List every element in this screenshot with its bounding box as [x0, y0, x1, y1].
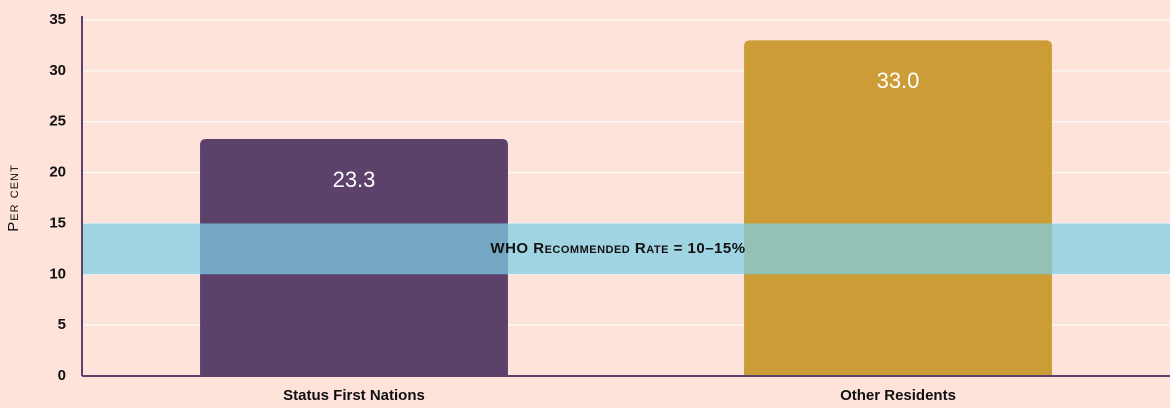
value-label: 33.0 [877, 68, 920, 93]
band-label: WHO Recommended Rate = 10–15% [490, 240, 745, 257]
y-tick-label: 20 [49, 164, 66, 181]
y-tick-label: 5 [58, 316, 66, 333]
y-axis-label: Per cent [5, 164, 22, 231]
y-tick-label: 10 [49, 265, 66, 282]
bar [744, 40, 1052, 376]
value-label: 23.3 [333, 167, 376, 192]
y-tick-label: 35 [49, 11, 66, 28]
x-tick-label: Status First Nations [283, 387, 425, 404]
y-tick-label: 30 [49, 62, 66, 79]
y-tick-label: 25 [49, 113, 66, 130]
y-tick-label: 15 [49, 214, 66, 231]
x-tick-label: Other Residents [840, 387, 956, 404]
recommended-band [82, 223, 1170, 275]
y-tick-label: 0 [58, 367, 66, 384]
